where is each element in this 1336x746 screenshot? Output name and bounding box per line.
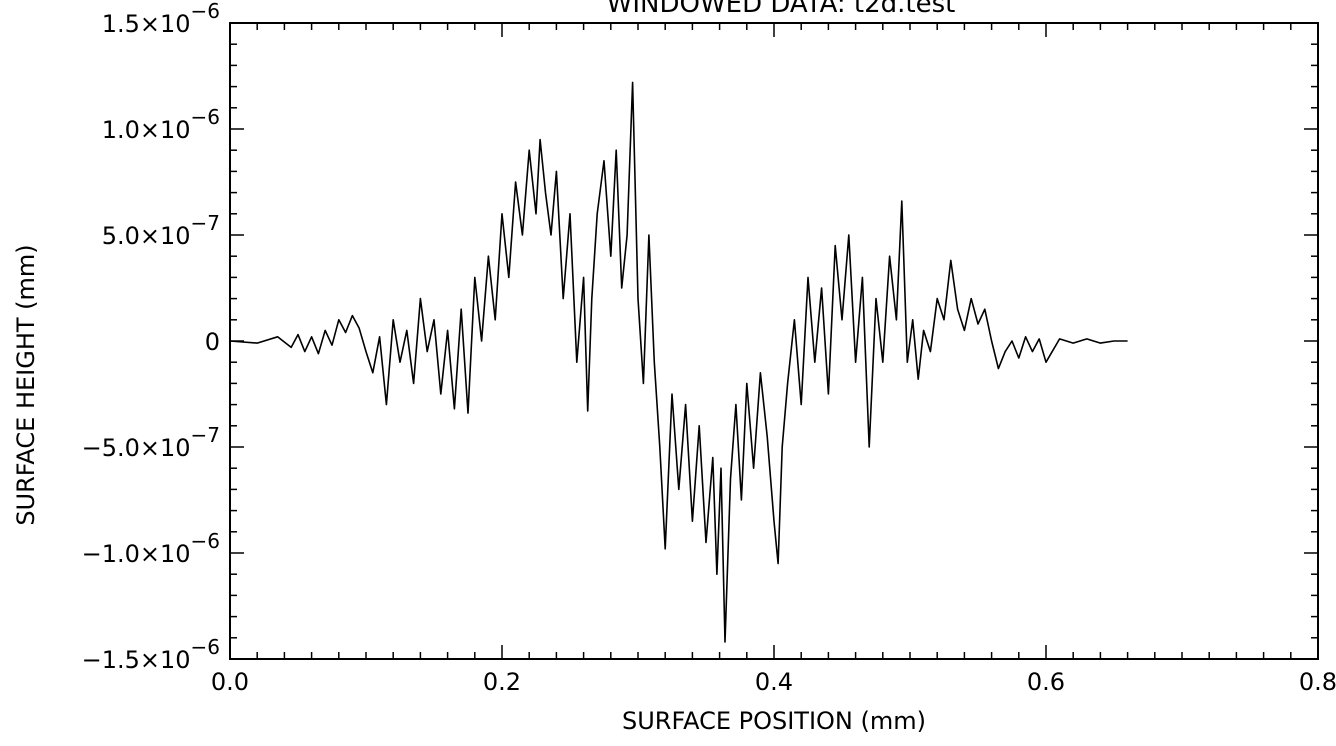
y-tick-exponent: −6 xyxy=(191,529,220,553)
y-tick-exponent: −7 xyxy=(191,423,220,447)
x-tick-label: 0.8 xyxy=(1299,668,1336,696)
y-tick-mantissa: −1.0×10 xyxy=(82,540,191,568)
y-tick-exponent: −7 xyxy=(191,211,220,235)
y-tick-mantissa: −1.5×10 xyxy=(82,646,191,674)
y-tick-label: 0 xyxy=(205,328,220,356)
x-tick-label: 0.0 xyxy=(211,668,249,696)
y-tick-mantissa: 5.0×10 xyxy=(102,222,191,250)
y-tick-label: 1.5×10−6 xyxy=(102,0,220,38)
x-tick-label: 0.4 xyxy=(755,668,793,696)
y-tick-label: −5.0×10−7 xyxy=(82,423,220,462)
x-axis-label: SURFACE POSITION (mm) xyxy=(622,707,926,735)
plot-frame xyxy=(229,22,1319,660)
y-tick-exponent: −6 xyxy=(191,105,220,129)
y-tick-label: −1.0×10−6 xyxy=(82,529,220,568)
y-tick-labels: 1.5×10−61.0×10−65.0×10−70−5.0×10−7−1.0×1… xyxy=(82,0,220,674)
y-tick-mantissa: −5.0×10 xyxy=(82,434,191,462)
x-tick-label: 0.2 xyxy=(483,668,521,696)
y-tick-exponent: −6 xyxy=(191,0,220,23)
y-tick-exponent: −6 xyxy=(191,635,220,659)
y-axis-label: SURFACE HEIGHT (mm) xyxy=(12,244,40,525)
chart-title: WINDOWED DATA: t2d.test xyxy=(607,0,956,19)
x-tick-label: 0.6 xyxy=(1027,668,1065,696)
y-tick-mantissa: 1.0×10 xyxy=(102,116,191,144)
y-tick-label: 1.0×10−6 xyxy=(102,105,220,144)
y-tick-mantissa: 1.5×10 xyxy=(102,10,191,38)
series-line xyxy=(229,81,1128,643)
y-tick-label: 5.0×10−7 xyxy=(102,211,220,250)
y-tick-mantissa: 0 xyxy=(205,328,220,356)
x-tick-labels: 0.0 0.2 0.4 0.6 0.8 xyxy=(211,668,1336,696)
axis-ticks xyxy=(229,22,1319,660)
y-tick-label: −1.5×10−6 xyxy=(82,635,220,674)
